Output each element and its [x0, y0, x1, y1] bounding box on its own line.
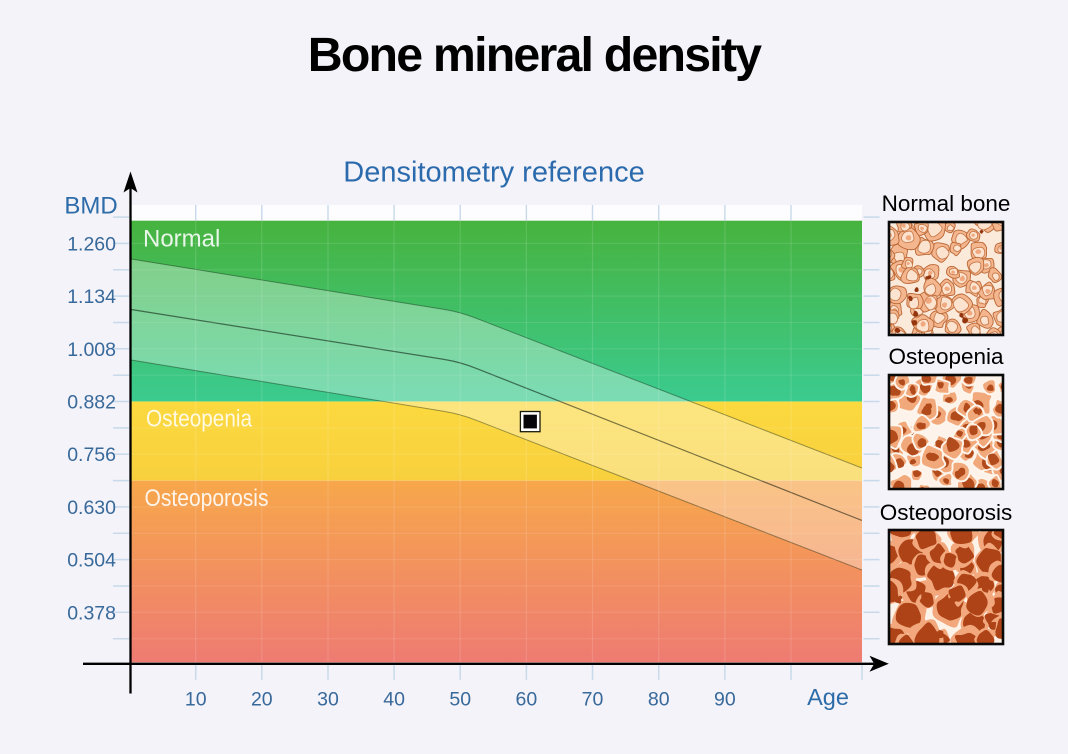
svg-text:0.756: 0.756 — [67, 444, 116, 466]
svg-text:Densitometry reference: Densitometry reference — [343, 157, 644, 189]
svg-text:0.504: 0.504 — [67, 550, 116, 572]
svg-text:50: 50 — [449, 689, 471, 711]
svg-text:Normal bone: Normal bone — [882, 191, 1011, 216]
svg-text:60: 60 — [516, 689, 538, 711]
svg-text:Age: Age — [807, 684, 849, 710]
svg-text:20: 20 — [251, 689, 273, 711]
svg-text:80: 80 — [648, 689, 670, 711]
svg-text:Osteopenia: Osteopenia — [888, 344, 1004, 369]
svg-text:BMD: BMD — [64, 193, 117, 220]
svg-text:30: 30 — [317, 689, 339, 711]
svg-text:Osteoporosis: Osteoporosis — [145, 485, 269, 512]
svg-text:40: 40 — [383, 689, 405, 711]
svg-text:Bone mineral density: Bone mineral density — [308, 28, 762, 82]
svg-text:0.378: 0.378 — [67, 602, 116, 624]
svg-text:Normal: Normal — [143, 226, 220, 253]
svg-text:0.882: 0.882 — [67, 392, 116, 414]
svg-text:0.630: 0.630 — [67, 497, 116, 519]
svg-text:Osteopenia: Osteopenia — [146, 406, 253, 433]
svg-text:70: 70 — [582, 689, 604, 711]
svg-text:1.008: 1.008 — [67, 339, 116, 361]
svg-text:1.260: 1.260 — [67, 233, 116, 255]
svg-text:10: 10 — [185, 689, 207, 711]
svg-text:Osteoporosis: Osteoporosis — [880, 500, 1013, 525]
svg-text:90: 90 — [714, 689, 736, 711]
svg-text:1.134: 1.134 — [67, 286, 116, 308]
